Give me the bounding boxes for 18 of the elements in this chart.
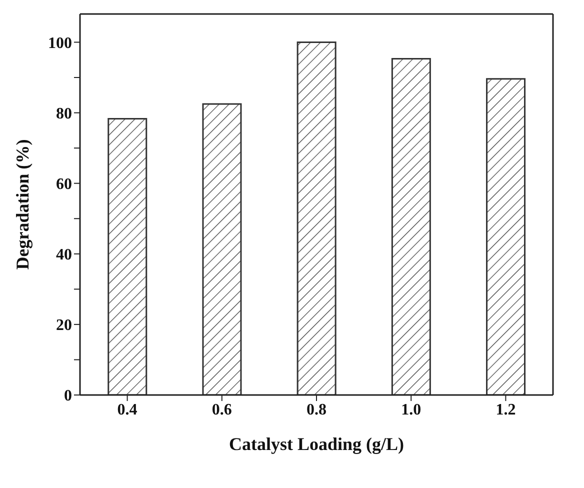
y-axis-title: Degradation (%) (12, 139, 32, 270)
x-axis-title: Catalyst Loading (g/L) (228, 434, 404, 454)
bar (202, 103, 242, 395)
x-tick-label: 0.8 (306, 401, 326, 418)
x-tick-label: 0.4 (117, 401, 138, 418)
y-tick-label: 20 (56, 317, 72, 334)
y-tick-label: 60 (56, 176, 72, 194)
x-tick-label: 1.2 (496, 401, 516, 418)
bar (108, 118, 148, 395)
y-tick-label: 0 (64, 388, 72, 405)
x-tick-label: 1.0 (401, 401, 422, 418)
bar (486, 78, 526, 395)
bar (296, 41, 336, 395)
x-tick-label: 0.6 (212, 401, 232, 418)
y-tick-label: 100 (48, 34, 72, 52)
y-tick-label: 40 (56, 246, 72, 264)
bar (391, 58, 431, 395)
y-tick-label: 80 (56, 105, 72, 122)
